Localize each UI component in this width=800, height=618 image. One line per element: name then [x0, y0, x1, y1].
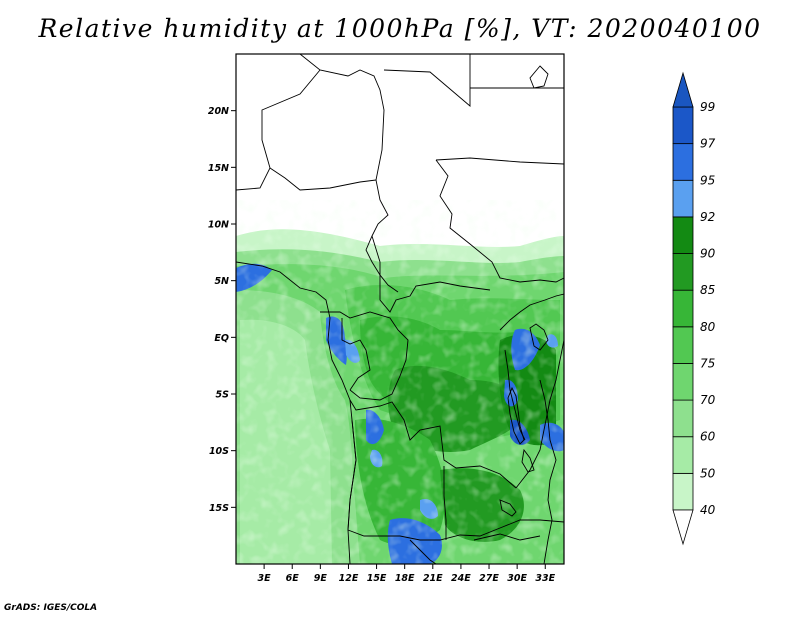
colorbar: 40 50 60 70 75 80 85 90 92 95 97 99: [672, 71, 716, 546]
colorbar-level-label: 99: [700, 100, 715, 114]
colorbar-max-arrow: [672, 71, 694, 108]
map-frame: [235, 53, 565, 565]
colorbar-level-label: 50: [700, 466, 716, 480]
colorbar-segment: [672, 289, 694, 328]
lat-tick-label: 20N: [208, 106, 229, 117]
colorbar-segment: [672, 143, 694, 181]
latitude-axis: 20N 15N 10N 5N EQ 5S 10S 15S: [208, 106, 236, 514]
colorbar-level-label: 40: [700, 503, 716, 517]
lon-tick-label: 30E: [507, 573, 527, 584]
lat-tick-label: EQ: [214, 333, 229, 344]
lat-tick-label: 5N: [214, 276, 229, 287]
colorbar-min-arrow: [672, 509, 694, 546]
colorbar-level-label: 70: [700, 393, 716, 407]
lon-tick-label: 15E: [367, 573, 387, 584]
lon-tick-label: 24E: [451, 573, 471, 584]
lon-tick-label: 33E: [535, 573, 555, 584]
lon-tick-label: 9E: [314, 573, 328, 584]
colorbar-level-label: 85: [700, 283, 715, 297]
colorbar-segment: [672, 326, 694, 364]
colorbar-segment: [672, 399, 694, 438]
credit-label: GrADS: IGES/COLA: [4, 603, 98, 613]
colorbar-level-label: 75: [700, 356, 715, 370]
colorbar-segment: [672, 363, 694, 401]
colorbar-level-label: 97: [700, 137, 716, 151]
colorbar-segment: [672, 253, 694, 291]
lon-tick-label: 27E: [479, 573, 499, 584]
lat-tick-label: 10S: [209, 446, 229, 457]
lon-tick-label: 18E: [395, 573, 415, 584]
lat-tick-label: 10N: [208, 220, 229, 231]
colorbar-level-label: 80: [700, 320, 716, 334]
colorbar-segment: [672, 216, 694, 254]
colorbar-segment: [672, 179, 694, 218]
lon-tick-label: 3E: [258, 573, 272, 584]
country-borders: [236, 54, 564, 564]
map-title: Relative humidity at 1000hPa [%], VT: 20…: [38, 14, 762, 43]
colorbar-level-label: 90: [700, 247, 716, 261]
lat-tick-label: 15N: [208, 163, 229, 174]
colorbar-segment: [672, 436, 694, 474]
lon-tick-label: 21E: [423, 573, 443, 584]
lat-tick-label: 15S: [209, 503, 229, 514]
colorbar-level-label: 95: [700, 173, 715, 187]
colorbar-segment: [672, 472, 694, 511]
lon-tick-label: 6E: [286, 573, 300, 584]
longitude-axis: 3E 6E 9E 12E 15E 18E 21E 24E 27E 30E 33E: [258, 564, 556, 584]
lon-tick-label: 12E: [339, 573, 359, 584]
lat-tick-label: 5S: [216, 390, 230, 401]
colorbar-level-label: 92: [700, 210, 715, 224]
colorbar-segment: [672, 106, 694, 145]
colorbar-level-label: 60: [700, 430, 716, 444]
